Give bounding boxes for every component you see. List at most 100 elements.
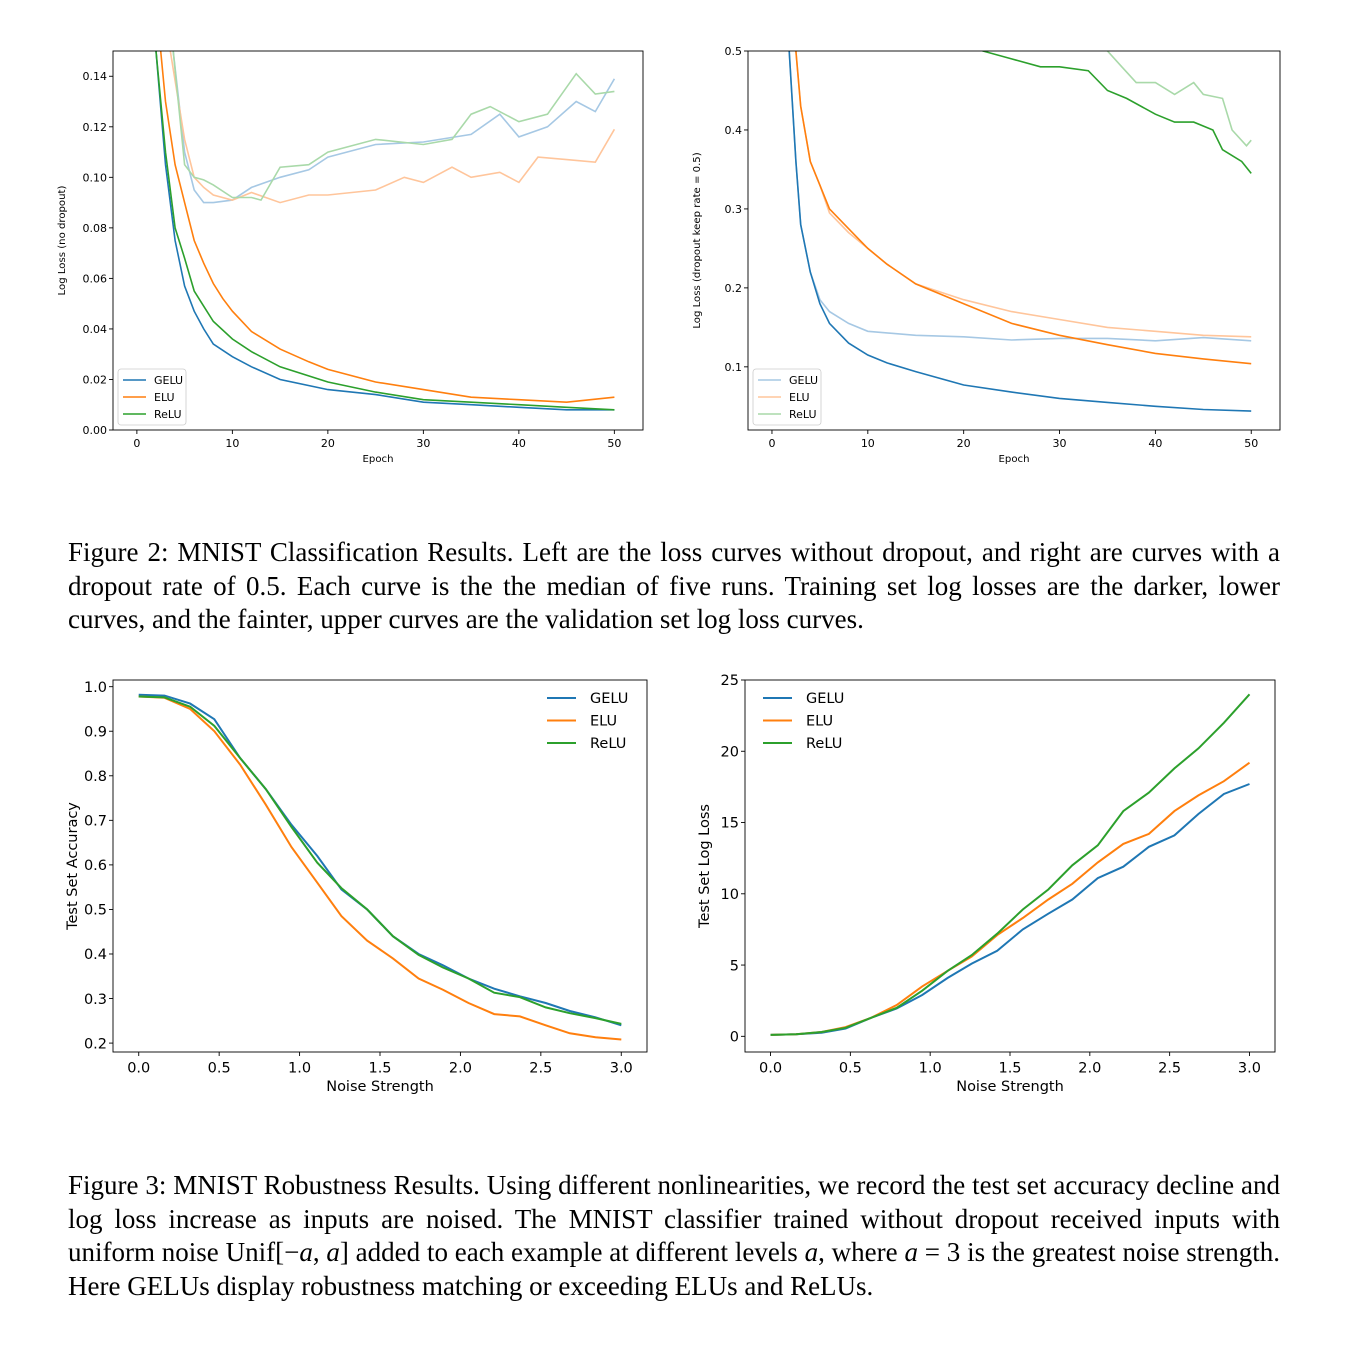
series-line-elu xyxy=(770,761,1251,1036)
caption-text: , where xyxy=(818,1237,905,1267)
x-tick-label: 0 xyxy=(768,437,775,450)
x-tick-label: 10 xyxy=(861,437,875,450)
legend-label: ReLU xyxy=(590,736,626,752)
x-tick-label: 0 xyxy=(133,437,140,450)
legend-label: ELU xyxy=(154,391,175,404)
y-tick-label: 0.06 xyxy=(83,272,108,285)
y-tick-label: 0.7 xyxy=(84,814,107,830)
y-tick-label: 15 xyxy=(721,816,739,832)
y-tick-label: 0.4 xyxy=(725,124,743,137)
y-tick-label: 1.0 xyxy=(84,680,107,696)
legend-label: ELU xyxy=(806,714,833,730)
x-tick-label: 0.0 xyxy=(127,1061,150,1077)
x-tick-label: 1.5 xyxy=(368,1061,391,1077)
y-tick-label: 0.00 xyxy=(83,424,108,437)
series-line-gelu-train xyxy=(155,51,615,411)
x-tick-label: 20 xyxy=(321,437,335,450)
y-tick-label: 20 xyxy=(721,744,739,760)
y-axis-label: Test Set Accuracy xyxy=(65,802,81,931)
x-tick-label: 1.0 xyxy=(919,1061,942,1077)
x-axis-label: Noise Strength xyxy=(956,1079,1064,1095)
legend-label: ReLU xyxy=(806,736,842,752)
series-line-relu xyxy=(770,693,1251,1036)
y-tick-label: 0.1 xyxy=(725,361,743,374)
y-tick-label: 0.08 xyxy=(83,222,108,235)
x-tick-label: 2.5 xyxy=(1158,1061,1181,1077)
legend-label: GELU xyxy=(154,374,183,387)
x-tick-label: 1.5 xyxy=(998,1061,1021,1077)
chart-0: 0 10 20 30 40 50 0.00 0.02 0.04 0.06 0.08 0.10 0.12 0… xyxy=(57,50,644,465)
x-tick-label: 20 xyxy=(957,437,971,450)
legend-label: ReLU xyxy=(154,408,182,421)
legend: GELU ELU ReLU xyxy=(763,691,844,752)
caption-text: Figure 3: MNIST Robustness Results. Usin… xyxy=(68,1170,1280,1267)
caption-math: a xyxy=(299,1237,313,1267)
axes-frame xyxy=(747,50,1281,431)
y-tick-label: 0.10 xyxy=(83,171,108,184)
y-tick-label: 0.5 xyxy=(84,903,107,919)
x-tick-label: 10 xyxy=(225,437,239,450)
series-line-gelu xyxy=(138,693,622,1027)
y-axis-label: Log Loss (dropout keep rate = 0.5) xyxy=(692,152,703,328)
chart-2: 0.0 0.5 1.0 1.5 2.0 2.5 3.0 0.2 0.3 0.4 0.5 0.6 0.7 0… xyxy=(65,679,648,1095)
figure-2-caption: Figure 2: MNIST Classification Results. … xyxy=(68,537,1280,634)
series-line-gelu xyxy=(770,783,1250,1036)
x-tick-label: 1.0 xyxy=(288,1061,311,1077)
legend-label: ELU xyxy=(590,714,617,730)
x-tick-label: 30 xyxy=(1053,437,1067,450)
series-line-elu xyxy=(138,695,622,1041)
series-line-relu-train xyxy=(981,51,1252,174)
y-tick-label: 0.8 xyxy=(84,769,107,785)
x-tick-label: 3.0 xyxy=(610,1061,633,1077)
y-tick-label: 0.02 xyxy=(83,373,108,386)
x-tick-label: 0.0 xyxy=(759,1061,782,1077)
x-tick-label: 50 xyxy=(607,437,621,450)
y-tick-label: 0.3 xyxy=(725,203,743,216)
y-tick-label: 25 xyxy=(721,673,739,689)
axes-frame xyxy=(112,679,648,1053)
x-tick-label: 50 xyxy=(1244,437,1258,450)
caption-math: a xyxy=(326,1237,340,1267)
x-tick-label: 40 xyxy=(1148,437,1162,450)
y-tick-label: 0.9 xyxy=(84,724,107,740)
y-axis-label: Log Loss (no dropout) xyxy=(57,186,68,296)
series-line-relu-validation xyxy=(1106,51,1252,148)
y-axis-label: Test Set Log Loss xyxy=(697,804,713,929)
series-line-relu xyxy=(138,695,622,1025)
series-line-gelu-train xyxy=(788,51,1252,412)
x-tick-label: 2.5 xyxy=(529,1061,552,1077)
y-tick-label: 0.5 xyxy=(725,45,743,58)
legend-label: GELU xyxy=(590,691,628,707)
x-tick-label: 2.0 xyxy=(449,1061,472,1077)
x-axis-label: Noise Strength xyxy=(326,1079,434,1095)
series-line-elu-train xyxy=(159,51,615,404)
y-tick-label: 0.04 xyxy=(83,323,108,336)
chart-1: 0 10 20 30 40 50 0.1 0.2 0.3 0.4 0.5 Epoch Log Loss … xyxy=(692,45,1281,465)
y-tick-label: 10 xyxy=(721,887,739,903)
x-tick-label: 2.0 xyxy=(1078,1061,1101,1077)
series-line-elu-validation xyxy=(169,51,616,204)
y-tick-label: 5 xyxy=(730,958,739,974)
legend: GELU ELU ReLU xyxy=(752,368,822,426)
legend: GELU ELU ReLU xyxy=(117,368,187,426)
legend-label: GELU xyxy=(806,691,844,707)
y-tick-label: 0.2 xyxy=(725,282,743,295)
y-tick-label: 0.6 xyxy=(84,858,107,874)
figure-3-caption: Figure 3: MNIST Robustness Results. Usin… xyxy=(68,1169,1280,1303)
x-axis-label: Epoch xyxy=(363,454,394,465)
chart-3: 0.0 0.5 1.0 1.5 2.0 2.5 3.0 0 5 10 15 20 25 Noise Str… xyxy=(697,673,1276,1095)
legend-label: GELU xyxy=(789,374,818,387)
caption-text: ] added to each example at different lev… xyxy=(339,1237,805,1267)
caption-text: , xyxy=(312,1237,327,1267)
series-line-gelu-validation xyxy=(172,51,616,204)
legend-label: ReLU xyxy=(789,408,817,421)
x-tick-label: 0.5 xyxy=(208,1061,231,1077)
series-line-elu-train xyxy=(795,51,1252,365)
x-tick-label: 3.0 xyxy=(1238,1061,1261,1077)
y-tick-label: 0.12 xyxy=(83,121,108,134)
axes-frame xyxy=(112,50,644,431)
y-tick-label: 0.14 xyxy=(83,70,108,83)
y-tick-label: 0.3 xyxy=(84,992,107,1008)
caption-math: a xyxy=(804,1237,819,1267)
